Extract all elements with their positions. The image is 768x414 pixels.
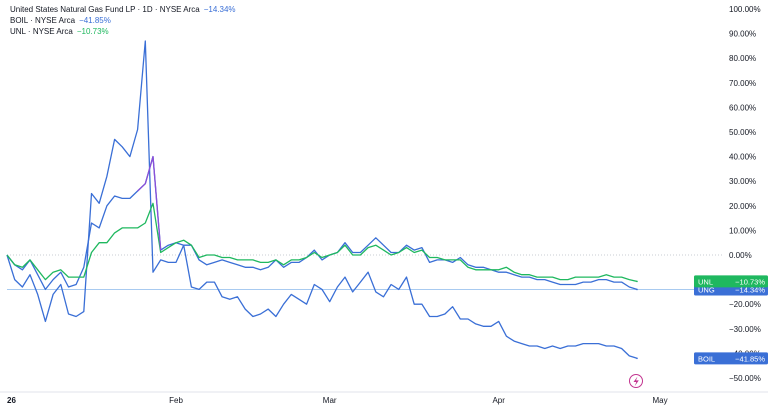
y-tick-label: 50.00% (729, 128, 756, 137)
price-tag-symbol: UNL (698, 277, 713, 286)
legend-unl-title: UNL · NYSE Arca (10, 27, 73, 36)
x-tick-label: May (652, 396, 667, 405)
y-tick-label: 40.00% (729, 153, 756, 162)
x-tick-label: Feb (169, 396, 183, 405)
chart-legend: United States Natural Gas Fund LP · 1D ·… (10, 4, 236, 37)
legend-unl-change: −10.73% (76, 27, 109, 36)
legend-boil-change: −41.85% (79, 16, 111, 25)
price-tag-symbol: BOIL (698, 354, 715, 363)
x-tick-label: 26 (7, 396, 16, 405)
y-tick-label: 90.00% (729, 30, 756, 39)
price-tag-symbol: UNG (698, 285, 715, 294)
series-line-boil[interactable] (6, 40, 638, 359)
x-tick-label: Apr (492, 396, 505, 405)
y-tick-label: 10.00% (729, 226, 756, 235)
y-tick-label: 60.00% (729, 103, 756, 112)
ung-spike-segment (137, 155, 162, 251)
series-line-ung[interactable] (6, 155, 638, 291)
y-tick-label: 100.00% (729, 5, 761, 14)
y-tick-label: 30.00% (729, 177, 756, 186)
legend-boil-title: BOIL · NYSE Arca (10, 16, 76, 25)
lightning-icon-glyph (633, 376, 639, 386)
legend-row-unl[interactable]: UNL · NYSE Arca −10.73% (10, 26, 236, 37)
y-tick-label: −50.00% (729, 374, 761, 383)
price-tag-boil[interactable] (694, 352, 768, 365)
y-tick-label: −20.00% (729, 300, 761, 309)
legend-row-boil[interactable]: BOIL · NYSE Arca −41.85% (10, 15, 236, 26)
series-last-point-ung (636, 288, 638, 291)
legend-row-ung[interactable]: United States Natural Gas Fund LP · 1D ·… (10, 4, 236, 15)
legend-main-change: −14.34% (203, 5, 236, 14)
price-tag-value: −41.85% (735, 354, 765, 363)
series-last-point-unl (636, 280, 638, 283)
y-tick-label: 70.00% (729, 79, 756, 88)
series-last-point-boil (636, 357, 638, 360)
legend-main-title: United States Natural Gas Fund LP · 1D ·… (10, 5, 200, 14)
price-tag-value: −14.34% (735, 285, 765, 294)
series-line-unl[interactable] (6, 202, 638, 283)
price-tag-unl[interactable] (694, 275, 768, 288)
price-tag-value: −10.73% (735, 277, 765, 286)
y-tick-label: −30.00% (729, 325, 761, 334)
y-tick-label: 80.00% (729, 54, 756, 63)
y-tick-label: 20.00% (729, 202, 756, 211)
y-tick-label: 0.00% (729, 251, 752, 260)
x-tick-label: Mar (323, 396, 337, 405)
